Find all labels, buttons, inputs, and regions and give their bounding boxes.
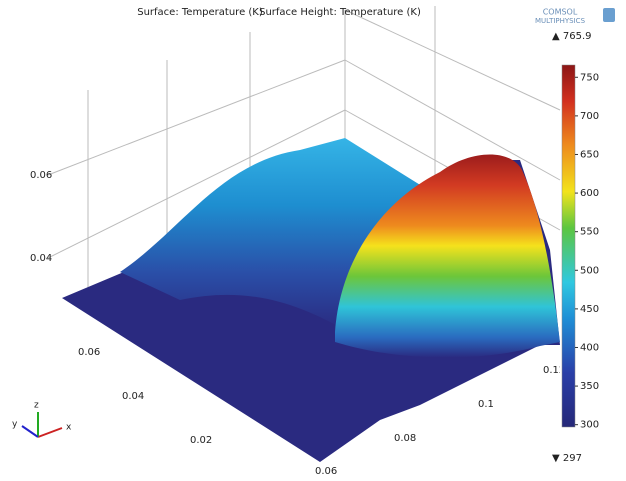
colorbar-tick-label: 450 — [580, 304, 599, 315]
colorbar-tick-label: 500 — [580, 265, 599, 276]
x-tick-label: 0.06 — [315, 466, 337, 477]
colorbar-tick-label: 350 — [580, 381, 599, 392]
chart-title: Surface Height: Temperature (K) — [259, 7, 421, 18]
triad-label: y — [12, 420, 18, 430]
y-tick-label: 0.04 — [122, 391, 144, 402]
colorbar-min: ▼ 297 — [552, 453, 582, 464]
x-tick-label: 0.12 — [543, 365, 565, 376]
colorbar-tick-label: 750 — [580, 72, 599, 83]
x-tick-label: 0.08 — [394, 433, 416, 444]
colorbar-tick-label: 650 — [580, 149, 599, 160]
z-tick-label: 0.06 — [30, 170, 52, 181]
z-tick-label: 0.04 — [30, 253, 52, 264]
logo-text: MULTIPHYSICS — [535, 17, 586, 25]
y-tick-label: 0.06 — [78, 347, 100, 358]
x-tick-label: 0.1 — [478, 399, 494, 410]
colorbar-tick-label: 600 — [580, 188, 599, 199]
logo-text: COMSOL — [543, 8, 578, 17]
triad — [21, 412, 63, 438]
surface-peak — [335, 154, 560, 358]
logo: COMSOL MULTIPHYSICS — [535, 8, 615, 25]
colorbar — [561, 64, 576, 428]
colorbar-tick-label: 550 — [580, 227, 599, 238]
logo-icon — [603, 8, 615, 22]
colorbar-max: ▲ 765.9 — [552, 31, 592, 42]
y-tick-label: 0.02 — [190, 435, 212, 446]
triad-label: x — [66, 423, 72, 433]
triad-label: z — [34, 401, 39, 411]
colorbar-tick-label: 700 — [580, 111, 599, 122]
chart-title: Surface: Temperature (K) — [137, 7, 263, 18]
colorbar-tick-label: 300 — [580, 420, 599, 431]
colorbar-tick-label: 400 — [580, 342, 599, 353]
